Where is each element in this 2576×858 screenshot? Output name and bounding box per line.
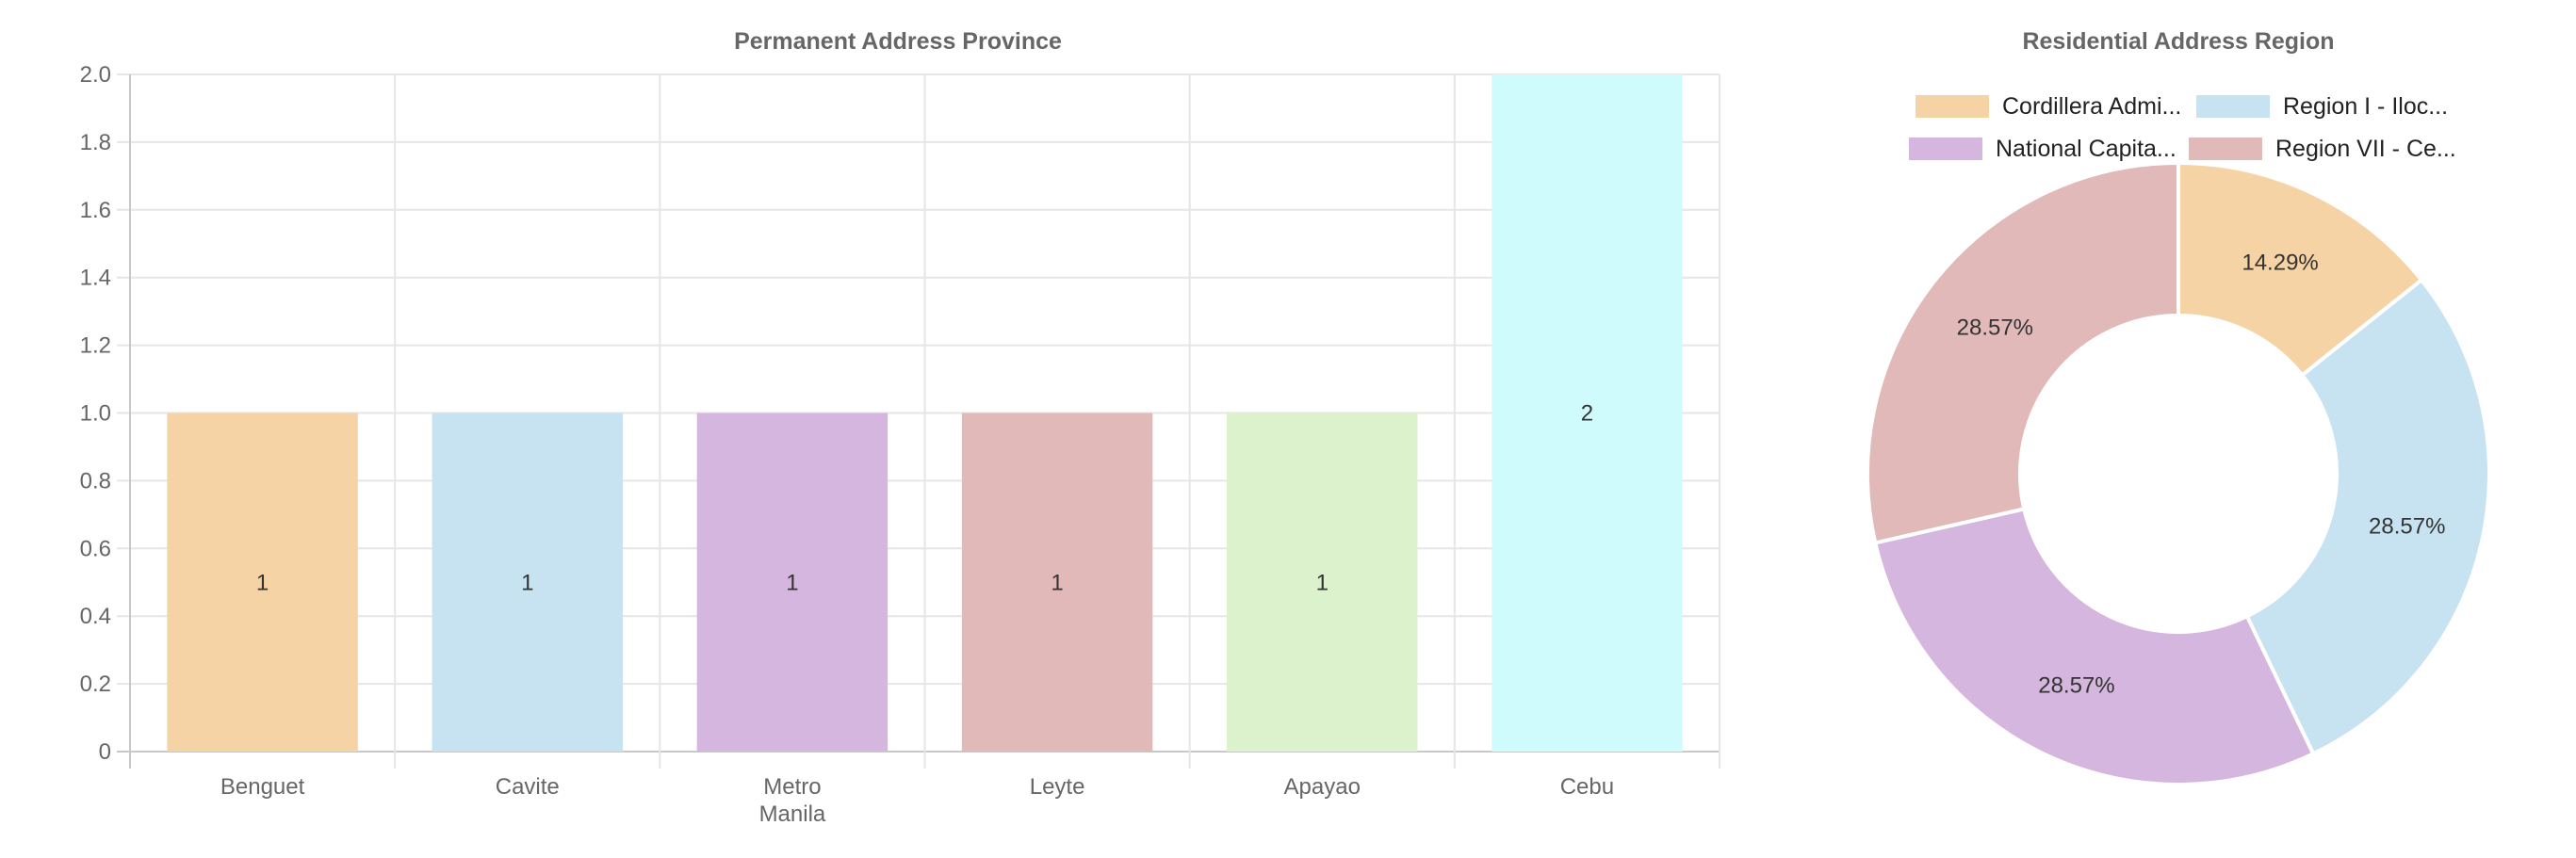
x-tick-label: Apayao: [1284, 774, 1361, 800]
y-tick-label: 0.6: [80, 536, 111, 561]
legend-swatch: [2196, 95, 2270, 118]
slice-percent-label: 28.57%: [2038, 672, 2114, 698]
bar[interactable]: [432, 413, 623, 753]
legend-item[interactable]: Cordillera Admi...: [1916, 93, 2181, 120]
donut-slice[interactable]: [2244, 277, 2491, 757]
y-tick-label: 1.6: [80, 198, 111, 223]
bar-chart-svg: Permanent Address Province 0 0.2 0.4 0.6 0.8…: [80, 28, 1720, 827]
x-tick-label: Manila: [759, 801, 826, 827]
bar-chart-title: Permanent Address Province: [734, 28, 1062, 55]
y-tick-label: 1.2: [80, 333, 111, 359]
y-tick-label: 2.0: [80, 62, 111, 88]
legend-swatch: [1909, 138, 1982, 160]
x-tick-label: Cebu: [1560, 774, 1614, 800]
y-tick-label: 1.8: [80, 130, 111, 155]
bar[interactable]: [961, 413, 1153, 753]
permanent-address-province-chart: Permanent Address Province 0 0.2 0.4 0.6 0.8…: [80, 28, 1720, 827]
residential-address-region-chart: Residential Address Region Cordillera Ad…: [1771, 0, 2576, 853]
legend-label: National Capita...: [1996, 136, 2177, 162]
donut-slice[interactable]: [1872, 506, 2316, 786]
y-tick-label: 1.4: [80, 266, 111, 291]
bar-value-label: 2: [1581, 401, 1593, 427]
legend-label: Region I - Iloc...: [2283, 93, 2448, 120]
bar-value-label: 1: [256, 570, 269, 595]
legend-swatch: [2189, 138, 2262, 160]
y-tick-label: 1.0: [80, 401, 111, 427]
bar-value-label: 1: [786, 570, 798, 595]
legend-item[interactable]: National Capita...: [1909, 136, 2177, 162]
bar[interactable]: [1227, 413, 1418, 753]
y-tick-label: 0.8: [80, 468, 111, 494]
legend-item[interactable]: Region I - Iloc...: [2196, 93, 2448, 120]
donut-chart-svg: Residential Address Region Cordillera Ad…: [1866, 28, 2491, 786]
slice-percent-label: 14.29%: [2242, 251, 2318, 276]
x-tick-label: Benguet: [220, 774, 305, 800]
legend-swatch: [1916, 95, 1989, 118]
legend-label: Region VII - Ce...: [2275, 136, 2456, 162]
x-tick-label: Cavite: [496, 774, 560, 800]
x-tick-label: Metro: [763, 774, 821, 800]
donut-legend: Cordillera Admi... Region I - Iloc... Nati…: [1909, 93, 2456, 162]
bar-grid: [117, 73, 1720, 769]
donut-chart-title: Residential Address Region: [2022, 28, 2334, 55]
bar[interactable]: [167, 413, 358, 753]
legend-label: Cordillera Admi...: [2002, 93, 2181, 120]
bar[interactable]: [1492, 74, 1683, 752]
y-tick-label: 0.2: [80, 672, 111, 697]
legend-item[interactable]: Region VII - Ce...: [2189, 136, 2456, 162]
bar-value-label: 1: [1051, 570, 1063, 595]
bar[interactable]: [696, 413, 889, 753]
slice-percent-label: 28.57%: [1957, 316, 2033, 341]
slice-percent-label: 28.57%: [2369, 513, 2445, 539]
y-tick-label: 0.4: [80, 604, 111, 629]
donut-slice[interactable]: [2177, 160, 2424, 379]
y-tick-label: 0: [99, 739, 111, 765]
bar-value-label: 1: [521, 570, 533, 595]
bar-value-label: 1: [1316, 570, 1329, 595]
donut-slice[interactable]: [1866, 160, 2180, 545]
x-tick-label: Leyte: [1030, 774, 1085, 800]
